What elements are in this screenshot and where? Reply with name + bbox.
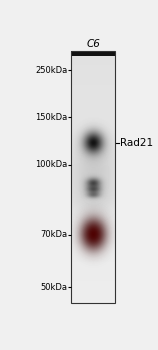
Bar bbox=[71, 51, 115, 56]
Text: Rad21: Rad21 bbox=[120, 138, 153, 148]
Text: 50kDa: 50kDa bbox=[40, 283, 67, 292]
Text: C6: C6 bbox=[86, 39, 100, 49]
Text: 250kDa: 250kDa bbox=[35, 66, 67, 75]
Text: 70kDa: 70kDa bbox=[40, 230, 67, 239]
Text: 100kDa: 100kDa bbox=[35, 160, 67, 169]
Text: 150kDa: 150kDa bbox=[35, 113, 67, 122]
